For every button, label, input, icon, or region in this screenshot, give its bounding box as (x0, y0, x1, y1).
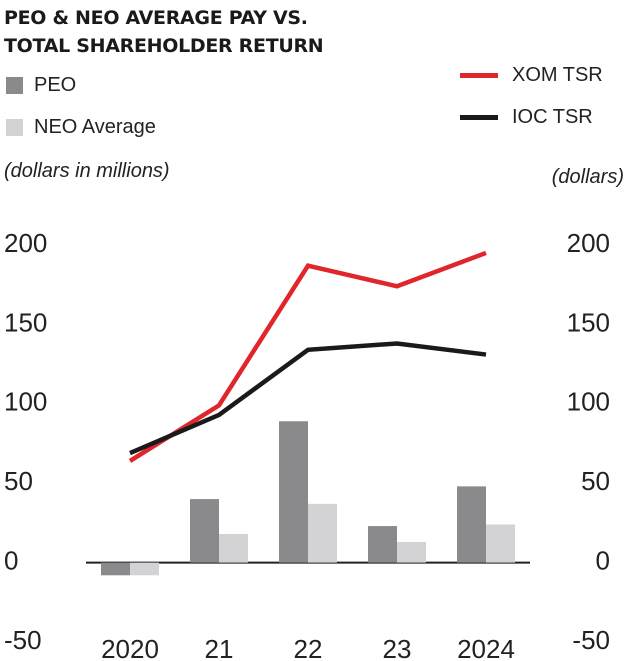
right-y-tick-label: 150 (567, 307, 610, 337)
bar-peo (368, 526, 397, 563)
bar-peo (101, 562, 130, 576)
right-y-tick-label: 0 (596, 545, 610, 575)
right-y-tick-label: 200 (567, 228, 610, 258)
legend-swatch-xom-tsr (460, 73, 498, 78)
x-tick-label: 2024 (457, 634, 515, 661)
legend-item-neo-average: NEO Average (6, 116, 156, 139)
chart-title-line-1: PEO & NEO AVERAGE PAY VS. (4, 7, 308, 29)
left-y-tick-label: 200 (4, 228, 47, 258)
legend-swatch-ioc-tsr (460, 115, 498, 120)
left-y-tick-label: -50 (4, 625, 42, 655)
x-tick-label: 21 (205, 634, 234, 661)
legend-label-xom-tsr: XOM TSR (512, 64, 603, 86)
bar-neo-average (130, 562, 159, 576)
legend-label-neo-average: NEO Average (34, 116, 156, 138)
bar-neo-average (219, 534, 248, 563)
left-axis-units: (dollars in millions) (4, 160, 170, 182)
left-y-tick-label: 100 (4, 387, 47, 417)
right-y-tick-label: 50 (581, 466, 610, 496)
legend-swatch-peo (6, 77, 23, 94)
legend-item-peo: PEO (6, 74, 76, 97)
bar-peo (190, 499, 219, 563)
x-tick-label: 2020 (101, 634, 159, 661)
legend-item-xom-tsr: XOM TSR (460, 64, 603, 87)
chart-title-line-2: TOTAL SHAREHOLDER RETURN (4, 35, 324, 57)
legend-swatch-neo-average (6, 119, 23, 136)
line-xom-tsr (128, 250, 487, 463)
bar-neo-average (397, 541, 426, 563)
x-tick-label: 23 (383, 634, 412, 661)
chart-title: PEO & NEO AVERAGE PAY VS. TOTAL SHAREHOL… (4, 4, 324, 60)
legend-label-ioc-tsr: IOC TSR (512, 106, 593, 128)
right-y-tick-label: -50 (572, 625, 610, 655)
bar-neo-average (486, 524, 515, 563)
right-axis-units: (dollars) (551, 166, 624, 188)
legend-item-ioc-tsr: IOC TSR (460, 106, 593, 129)
left-y-tick-label: 50 (4, 466, 33, 496)
bar-peo (457, 486, 486, 563)
bar-peo (279, 421, 308, 563)
x-tick-label: 22 (294, 634, 323, 661)
right-y-tick-label: 100 (567, 387, 610, 417)
left-y-tick-label: 0 (4, 545, 18, 575)
left-y-tick-label: 150 (4, 307, 47, 337)
line-ioc-tsr (129, 341, 487, 456)
legend-label-peo: PEO (34, 74, 77, 96)
bar-neo-average (308, 503, 337, 563)
